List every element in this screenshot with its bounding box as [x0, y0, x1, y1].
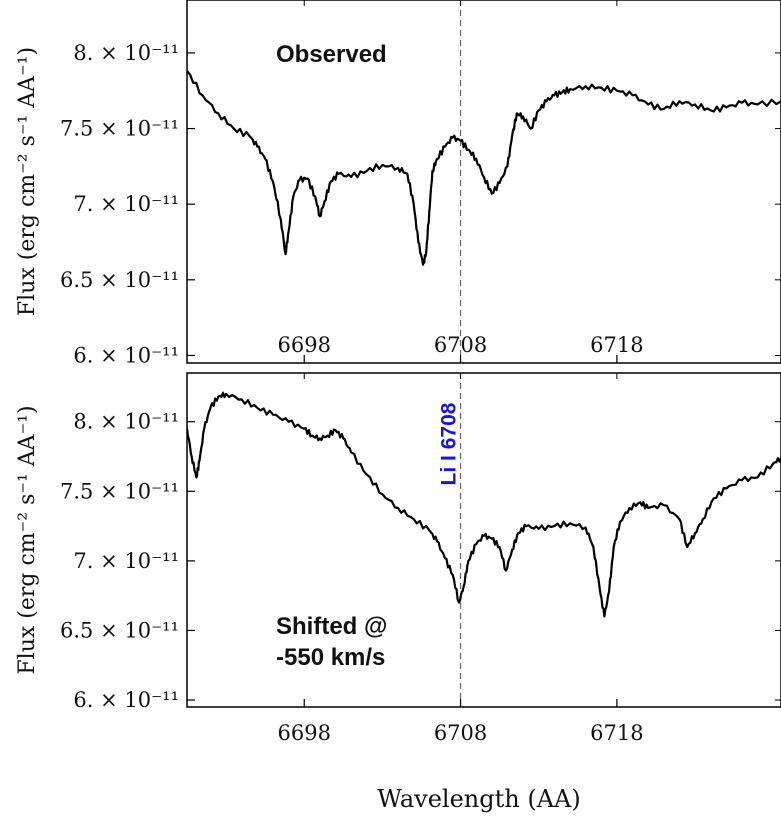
- plot-frame-top: [186, 0, 781, 364]
- y-tick-label-bottom: 7. × 10⁻¹¹: [73, 549, 179, 573]
- y-axis-label-top: Flux (erg cm⁻² s⁻¹ AA⁻¹): [15, 47, 40, 316]
- y-axis-label-bottom: Flux (erg cm⁻² s⁻¹ AA⁻¹): [15, 405, 40, 674]
- y-tick-label-top: 6.5 × 10⁻¹¹: [60, 268, 179, 292]
- panel-annotation-top: Observed: [276, 41, 387, 68]
- x-tick-label-top: 6718: [590, 333, 643, 357]
- y-tick-label-top: 7. × 10⁻¹¹: [73, 192, 179, 216]
- x-axis-label: Wavelength (AA): [377, 785, 580, 813]
- plot-frame-bottom: [186, 372, 781, 708]
- y-tick-label-bottom: 7.5 × 10⁻¹¹: [60, 479, 179, 503]
- x-tick-label-top: 6708: [434, 333, 487, 357]
- y-tick-label-top: 8. × 10⁻¹¹: [73, 41, 179, 65]
- panel-annotation-line-bottom: Shifted @: [276, 613, 387, 640]
- y-tick-label-bottom: 8. × 10⁻¹¹: [73, 410, 179, 434]
- y-tick-label-bottom: 6. × 10⁻¹¹: [73, 688, 179, 712]
- spectrum-line-top: [187, 70, 781, 266]
- x-tick-label-bottom: 6698: [278, 721, 331, 745]
- x-tick-label-top: 6698: [278, 333, 331, 357]
- y-tick-label-top: 7.5 × 10⁻¹¹: [60, 117, 179, 141]
- panel-bottom: 6. × 10⁻¹¹ 6.5 × 10⁻¹¹ 7. × 10⁻¹¹ 7.5 × 10⁻…: [15, 372, 781, 813]
- panel-top: 6. × 10⁻¹¹ 6.5 × 10⁻¹¹ 7. × 10⁻¹¹ 7.5 × 10⁻…: [15, 0, 781, 367]
- x-tick-label-bottom: 6708: [434, 721, 487, 745]
- panel-annotation-line-bottom: -550 km/s: [276, 644, 385, 671]
- spectrum-line-bottom: [187, 391, 781, 618]
- y-tick-label-bottom: 6.5 × 10⁻¹¹: [60, 618, 179, 642]
- y-tick-label-top: 6. × 10⁻¹¹: [73, 343, 179, 367]
- marker-label: Li I 6708: [438, 402, 461, 485]
- x-tick-label-bottom: 6718: [590, 721, 643, 745]
